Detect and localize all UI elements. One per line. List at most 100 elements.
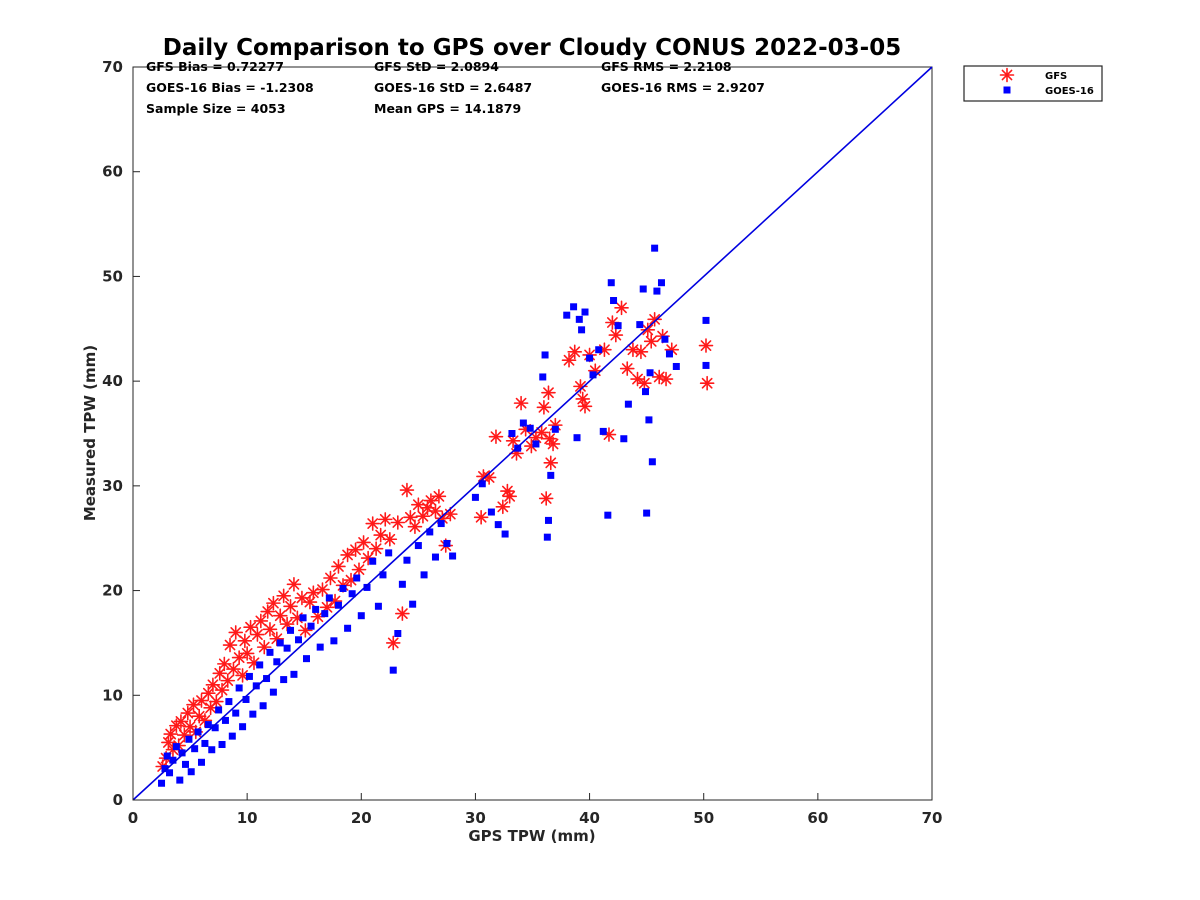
goes-16-point bbox=[702, 316, 710, 324]
goes-16-point bbox=[185, 735, 193, 743]
goes-16-point bbox=[245, 672, 253, 680]
gfs-point bbox=[385, 635, 401, 651]
gfs-point bbox=[323, 570, 338, 586]
gfs-point bbox=[495, 499, 511, 515]
gfs-point bbox=[356, 535, 371, 550]
data-marks bbox=[155, 244, 715, 787]
goes-16-point bbox=[642, 388, 650, 396]
legend-gfs-label: GFS bbox=[1045, 71, 1067, 82]
x-tick-label: 10 bbox=[237, 809, 258, 827]
goes-16-point bbox=[648, 458, 656, 466]
goes-16-point bbox=[249, 710, 257, 718]
goes-16-point bbox=[369, 557, 377, 565]
y-tick-label: 40 bbox=[102, 372, 123, 390]
gfs-point bbox=[567, 344, 583, 360]
goes-16-point bbox=[280, 676, 288, 684]
legend-goes-16-label: GOES-16 bbox=[1045, 86, 1094, 97]
x-tick-label: 0 bbox=[128, 809, 138, 827]
goes-16-point bbox=[657, 279, 665, 287]
y-tick-label: 30 bbox=[102, 477, 123, 495]
gfs-point bbox=[561, 352, 577, 368]
goes-16-point bbox=[182, 760, 190, 768]
gfs-point bbox=[217, 656, 232, 672]
gfs-point bbox=[608, 327, 624, 343]
goes-16-point bbox=[287, 626, 295, 634]
goes-16-point bbox=[204, 721, 212, 729]
stats-block: GFS Bias = 0.72277 GFS StD = 2.0894 GFS RM… bbox=[146, 59, 765, 116]
gfs-point bbox=[180, 705, 196, 721]
gfs-point bbox=[640, 322, 656, 338]
x-tick-label: 40 bbox=[579, 809, 600, 827]
gfs-point bbox=[407, 519, 423, 534]
gfs-point bbox=[276, 588, 291, 604]
goes-16-point bbox=[599, 427, 607, 435]
gfs-point bbox=[331, 559, 346, 574]
goes-16-point bbox=[643, 509, 651, 517]
goes-16-point bbox=[256, 661, 264, 669]
goes-16-point bbox=[221, 716, 229, 724]
goes-16-point bbox=[389, 666, 397, 674]
gfs-point bbox=[658, 371, 674, 387]
goes-16-point bbox=[283, 644, 291, 652]
gfs-point bbox=[262, 622, 278, 637]
goes-16-point bbox=[624, 400, 632, 408]
goes-16-point bbox=[494, 521, 502, 529]
goes-16-point bbox=[539, 373, 547, 381]
gfs-point bbox=[163, 726, 178, 742]
gfs-point bbox=[235, 668, 250, 683]
goes-16-point bbox=[636, 321, 644, 329]
goes-16-point bbox=[614, 322, 622, 330]
goes-16-point bbox=[158, 779, 166, 787]
goes-16-point bbox=[508, 430, 516, 437]
goes-16-point bbox=[575, 315, 583, 323]
y-tick-label: 70 bbox=[102, 58, 123, 76]
goes-16-point bbox=[426, 528, 434, 536]
goes-16-point bbox=[586, 354, 594, 362]
one-to-one-line bbox=[132, 66, 933, 801]
gfs-point bbox=[253, 613, 269, 629]
gfs-point bbox=[306, 585, 321, 600]
goes-16-point bbox=[563, 311, 571, 319]
goes-16-point bbox=[651, 244, 659, 252]
goes-16-point bbox=[672, 362, 680, 370]
gfs-point bbox=[538, 491, 554, 506]
goes-16-point bbox=[581, 308, 589, 316]
goes-16-point bbox=[437, 520, 445, 528]
goes-16-point bbox=[178, 749, 186, 757]
goes-16-point bbox=[191, 745, 199, 753]
gfs-point bbox=[699, 375, 715, 391]
goes-16-point bbox=[543, 533, 551, 541]
goes-16-point bbox=[645, 416, 653, 424]
plot-area bbox=[132, 66, 933, 801]
goes-16-point bbox=[702, 361, 710, 369]
stat-text: GFS Bias = 0.72277 bbox=[146, 59, 284, 74]
gfs-point bbox=[260, 604, 275, 619]
goes-16-point bbox=[194, 728, 202, 736]
goes-16-point bbox=[353, 574, 361, 582]
goes-16-point bbox=[519, 419, 527, 427]
gfs-point bbox=[399, 482, 415, 498]
gfs-point bbox=[239, 646, 255, 661]
gfs-point bbox=[228, 625, 244, 640]
goes-16-point bbox=[394, 630, 402, 638]
goes-16-point bbox=[661, 335, 669, 343]
goes-16-point bbox=[443, 539, 451, 547]
gfs-point bbox=[250, 627, 265, 642]
legend-box bbox=[963, 65, 1103, 102]
goes-16-point bbox=[665, 350, 673, 358]
stat-text: GOES-16 RMS = 2.9207 bbox=[601, 80, 765, 95]
goes-16-point bbox=[610, 297, 618, 305]
gfs-point bbox=[266, 595, 281, 611]
goes-16-point bbox=[290, 670, 298, 678]
reference-line-group bbox=[132, 66, 933, 801]
legend-goes-16-marker bbox=[1003, 86, 1011, 94]
gfs-point bbox=[377, 512, 393, 527]
gfs-point bbox=[473, 509, 489, 525]
gfs-point bbox=[214, 682, 230, 698]
goes-16-point bbox=[532, 440, 540, 448]
goes-16-point bbox=[578, 326, 586, 334]
gfs-point bbox=[246, 655, 262, 671]
series-gfs bbox=[155, 300, 715, 774]
goes-16-point bbox=[646, 369, 654, 377]
